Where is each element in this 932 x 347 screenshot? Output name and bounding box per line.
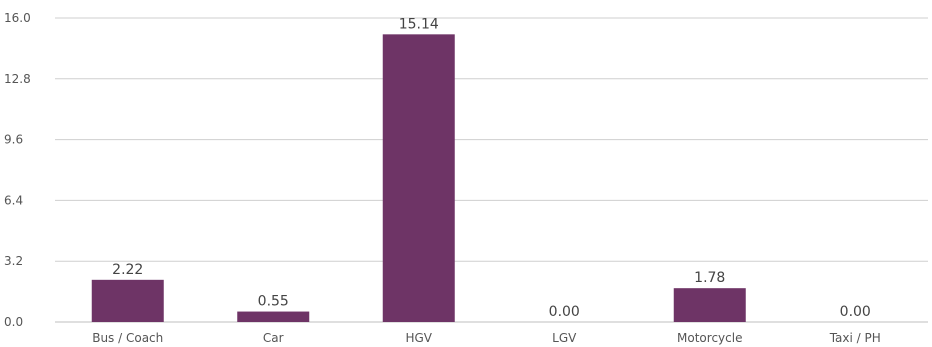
- bar: [673, 288, 746, 322]
- y-tick-label: 3.2: [4, 254, 23, 268]
- data-labels: 2.22 0.55 15.14 0.00 1.78 0.00: [112, 16, 871, 320]
- y-axis-ticks: 0.0 3.2 6.4 9.6 12.8 16.0: [4, 11, 31, 329]
- bar: [91, 279, 164, 322]
- bar: [237, 311, 310, 322]
- data-label: 15.14: [399, 16, 439, 32]
- y-tick-label: 16.0: [4, 11, 31, 25]
- bar: [382, 34, 455, 323]
- x-category-label: HGV: [405, 331, 432, 345]
- y-tick-label: 6.4: [4, 193, 23, 207]
- y-tick-label: 0.0: [4, 315, 23, 329]
- gridlines: [55, 17, 928, 323]
- data-label: 1.78: [694, 270, 725, 286]
- y-tick-label: 9.6: [4, 133, 23, 147]
- x-category-label: Taxi / PH: [829, 331, 881, 345]
- bars: [91, 34, 746, 323]
- x-category-label: Bus / Coach: [92, 331, 163, 345]
- y-tick-label: 12.8: [4, 72, 31, 86]
- x-category-label: Car: [263, 331, 284, 345]
- data-label: 0.00: [840, 304, 871, 320]
- data-label: 0.55: [258, 294, 289, 310]
- x-category-label: LGV: [552, 331, 577, 345]
- data-label: 2.22: [112, 262, 143, 278]
- data-label: 0.00: [549, 304, 580, 320]
- x-axis-labels: Bus / Coach Car HGV LGV Motorcycle Taxi / PH: [92, 331, 881, 345]
- x-category-label: Motorcycle: [677, 331, 742, 345]
